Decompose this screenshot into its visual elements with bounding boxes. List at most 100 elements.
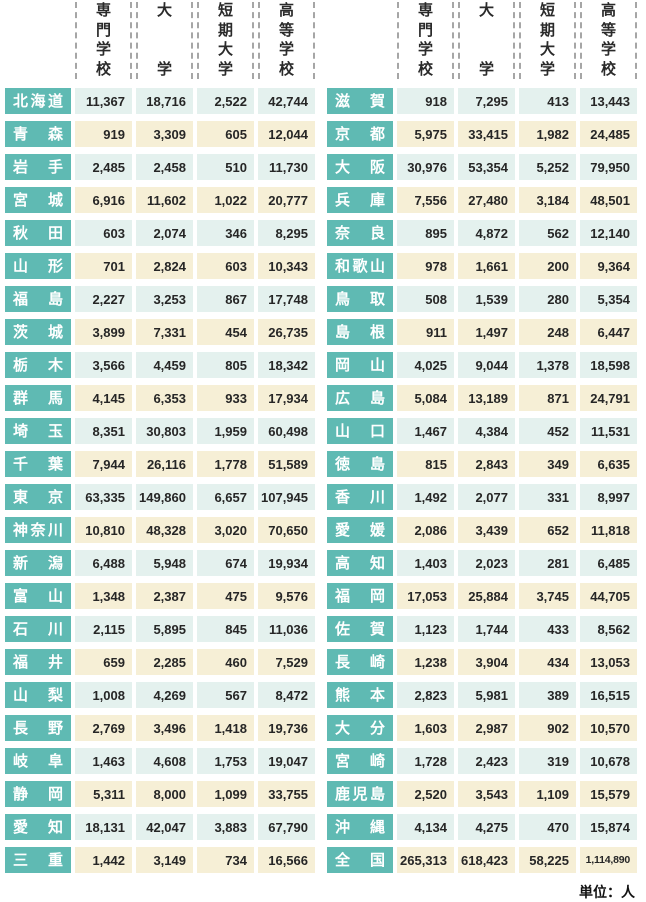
value-cell: 2,285 <box>136 649 193 675</box>
table-row: 山口 1,467 4,384 452 11,531 <box>327 418 637 444</box>
column-header-label: 専門学校 <box>417 2 433 78</box>
prefecture-cell: 大阪 <box>327 154 393 180</box>
value-cell: 12,140 <box>580 220 637 246</box>
value-cell: 13,443 <box>580 88 637 114</box>
value-cell: 30,803 <box>136 418 193 444</box>
value-cell: 19,934 <box>258 550 315 576</box>
value-cell: 18,342 <box>258 352 315 378</box>
value-cell: 1,728 <box>397 748 454 774</box>
value-cell: 9,364 <box>580 253 637 279</box>
column-header-label: 高等学校 <box>278 2 294 78</box>
value-cell: 60,498 <box>258 418 315 444</box>
prefecture-cell: 岡山 <box>327 352 393 378</box>
value-cell: 5,084 <box>397 385 454 411</box>
value-cell: 1,109 <box>519 781 576 807</box>
column-header-label: 大学 <box>478 2 494 78</box>
value-cell: 107,945 <box>258 484 315 510</box>
value-cell: 3,309 <box>136 121 193 147</box>
value-cell: 2,987 <box>458 715 515 741</box>
tables-wrap: 専門学校 大学 短期大学 高等学校北海道 11,367 18,716 2,522 42,744… <box>5 2 641 880</box>
left-table: 専門学校 大学 短期大学 高等学校北海道 11,367 18,716 2,522 42,744… <box>5 2 315 880</box>
value-cell: 734 <box>197 847 254 873</box>
table-row: 岩手 2,485 2,458 510 11,730 <box>5 154 315 180</box>
table-row: 愛知 18,131 42,047 3,883 67,790 <box>5 814 315 840</box>
value-cell: 27,480 <box>458 187 515 213</box>
value-cell: 4,384 <box>458 418 515 444</box>
prefecture-cell: 三重 <box>5 847 71 873</box>
table-row: 東京 63,335 149,860 6,657 107,945 <box>5 484 315 510</box>
value-cell: 149,860 <box>136 484 193 510</box>
prefecture-cell: 茨城 <box>5 319 71 345</box>
table-row: 石川 2,115 5,895 845 11,036 <box>5 616 315 642</box>
value-cell: 3,899 <box>75 319 132 345</box>
value-cell: 895 <box>397 220 454 246</box>
value-cell: 2,522 <box>197 88 254 114</box>
prefecture-cell: 福井 <box>5 649 71 675</box>
value-cell: 18,716 <box>136 88 193 114</box>
value-cell: 67,790 <box>258 814 315 840</box>
value-cell: 2,023 <box>458 550 515 576</box>
table-row: 福島 2,227 3,253 867 17,748 <box>5 286 315 312</box>
value-cell: 978 <box>397 253 454 279</box>
value-cell: 51,589 <box>258 451 315 477</box>
table-row: 鳥取 508 1,539 280 5,354 <box>327 286 637 312</box>
value-cell: 911 <box>397 319 454 345</box>
prefecture-cell: 新潟 <box>5 550 71 576</box>
value-cell: 1,467 <box>397 418 454 444</box>
prefecture-cell: 岐阜 <box>5 748 71 774</box>
table-row: 埼玉 8,351 30,803 1,959 60,498 <box>5 418 315 444</box>
value-cell: 18,598 <box>580 352 637 378</box>
table-row: 沖縄 4,134 4,275 470 15,874 <box>327 814 637 840</box>
table-row: 福井 659 2,285 460 7,529 <box>5 649 315 675</box>
column-header-label: 短期大学 <box>217 2 233 78</box>
value-cell: 1,238 <box>397 649 454 675</box>
value-cell: 17,748 <box>258 286 315 312</box>
value-cell: 389 <box>519 682 576 708</box>
value-cell: 5,895 <box>136 616 193 642</box>
value-cell: 433 <box>519 616 576 642</box>
table-row: 北海道 11,367 18,716 2,522 42,744 <box>5 88 315 114</box>
value-cell: 4,145 <box>75 385 132 411</box>
value-cell: 4,459 <box>136 352 193 378</box>
column-header: 大学 <box>136 2 193 79</box>
value-cell: 815 <box>397 451 454 477</box>
prefecture-cell: 秋田 <box>5 220 71 246</box>
value-cell: 1,497 <box>458 319 515 345</box>
value-cell: 8,000 <box>136 781 193 807</box>
value-cell: 24,791 <box>580 385 637 411</box>
value-cell: 265,313 <box>397 847 454 873</box>
value-cell: 10,810 <box>75 517 132 543</box>
value-cell: 24,485 <box>580 121 637 147</box>
value-cell: 1,378 <box>519 352 576 378</box>
value-cell: 5,981 <box>458 682 515 708</box>
value-cell: 1,744 <box>458 616 515 642</box>
table-row: 島根 911 1,497 248 6,447 <box>327 319 637 345</box>
value-cell: 26,116 <box>136 451 193 477</box>
table-row: 秋田 603 2,074 346 8,295 <box>5 220 315 246</box>
value-cell: 603 <box>75 220 132 246</box>
table-row: 愛媛 2,086 3,439 652 11,818 <box>327 517 637 543</box>
prefecture-cell: 神奈川 <box>5 517 71 543</box>
value-cell: 42,744 <box>258 88 315 114</box>
value-cell: 2,458 <box>136 154 193 180</box>
table-row: 岡山 4,025 9,044 1,378 18,598 <box>327 352 637 378</box>
prefecture-cell: 愛媛 <box>327 517 393 543</box>
value-cell: 8,562 <box>580 616 637 642</box>
prefecture-cell: 大分 <box>327 715 393 741</box>
column-header-row: 専門学校 大学 短期大学 高等学校 <box>5 2 315 79</box>
value-cell: 33,415 <box>458 121 515 147</box>
prefecture-cell: 栃木 <box>5 352 71 378</box>
value-cell: 902 <box>519 715 576 741</box>
value-cell: 805 <box>197 352 254 378</box>
table-row: 京都 5,975 33,415 1,982 24,485 <box>327 121 637 147</box>
prefecture-cell: 埼玉 <box>5 418 71 444</box>
value-cell: 2,843 <box>458 451 515 477</box>
table-row: 三重 1,442 3,149 734 16,566 <box>5 847 315 873</box>
header-spacer <box>327 2 393 79</box>
value-cell: 3,904 <box>458 649 515 675</box>
value-cell: 8,295 <box>258 220 315 246</box>
value-cell: 605 <box>197 121 254 147</box>
value-cell: 6,447 <box>580 319 637 345</box>
value-cell: 79,950 <box>580 154 637 180</box>
